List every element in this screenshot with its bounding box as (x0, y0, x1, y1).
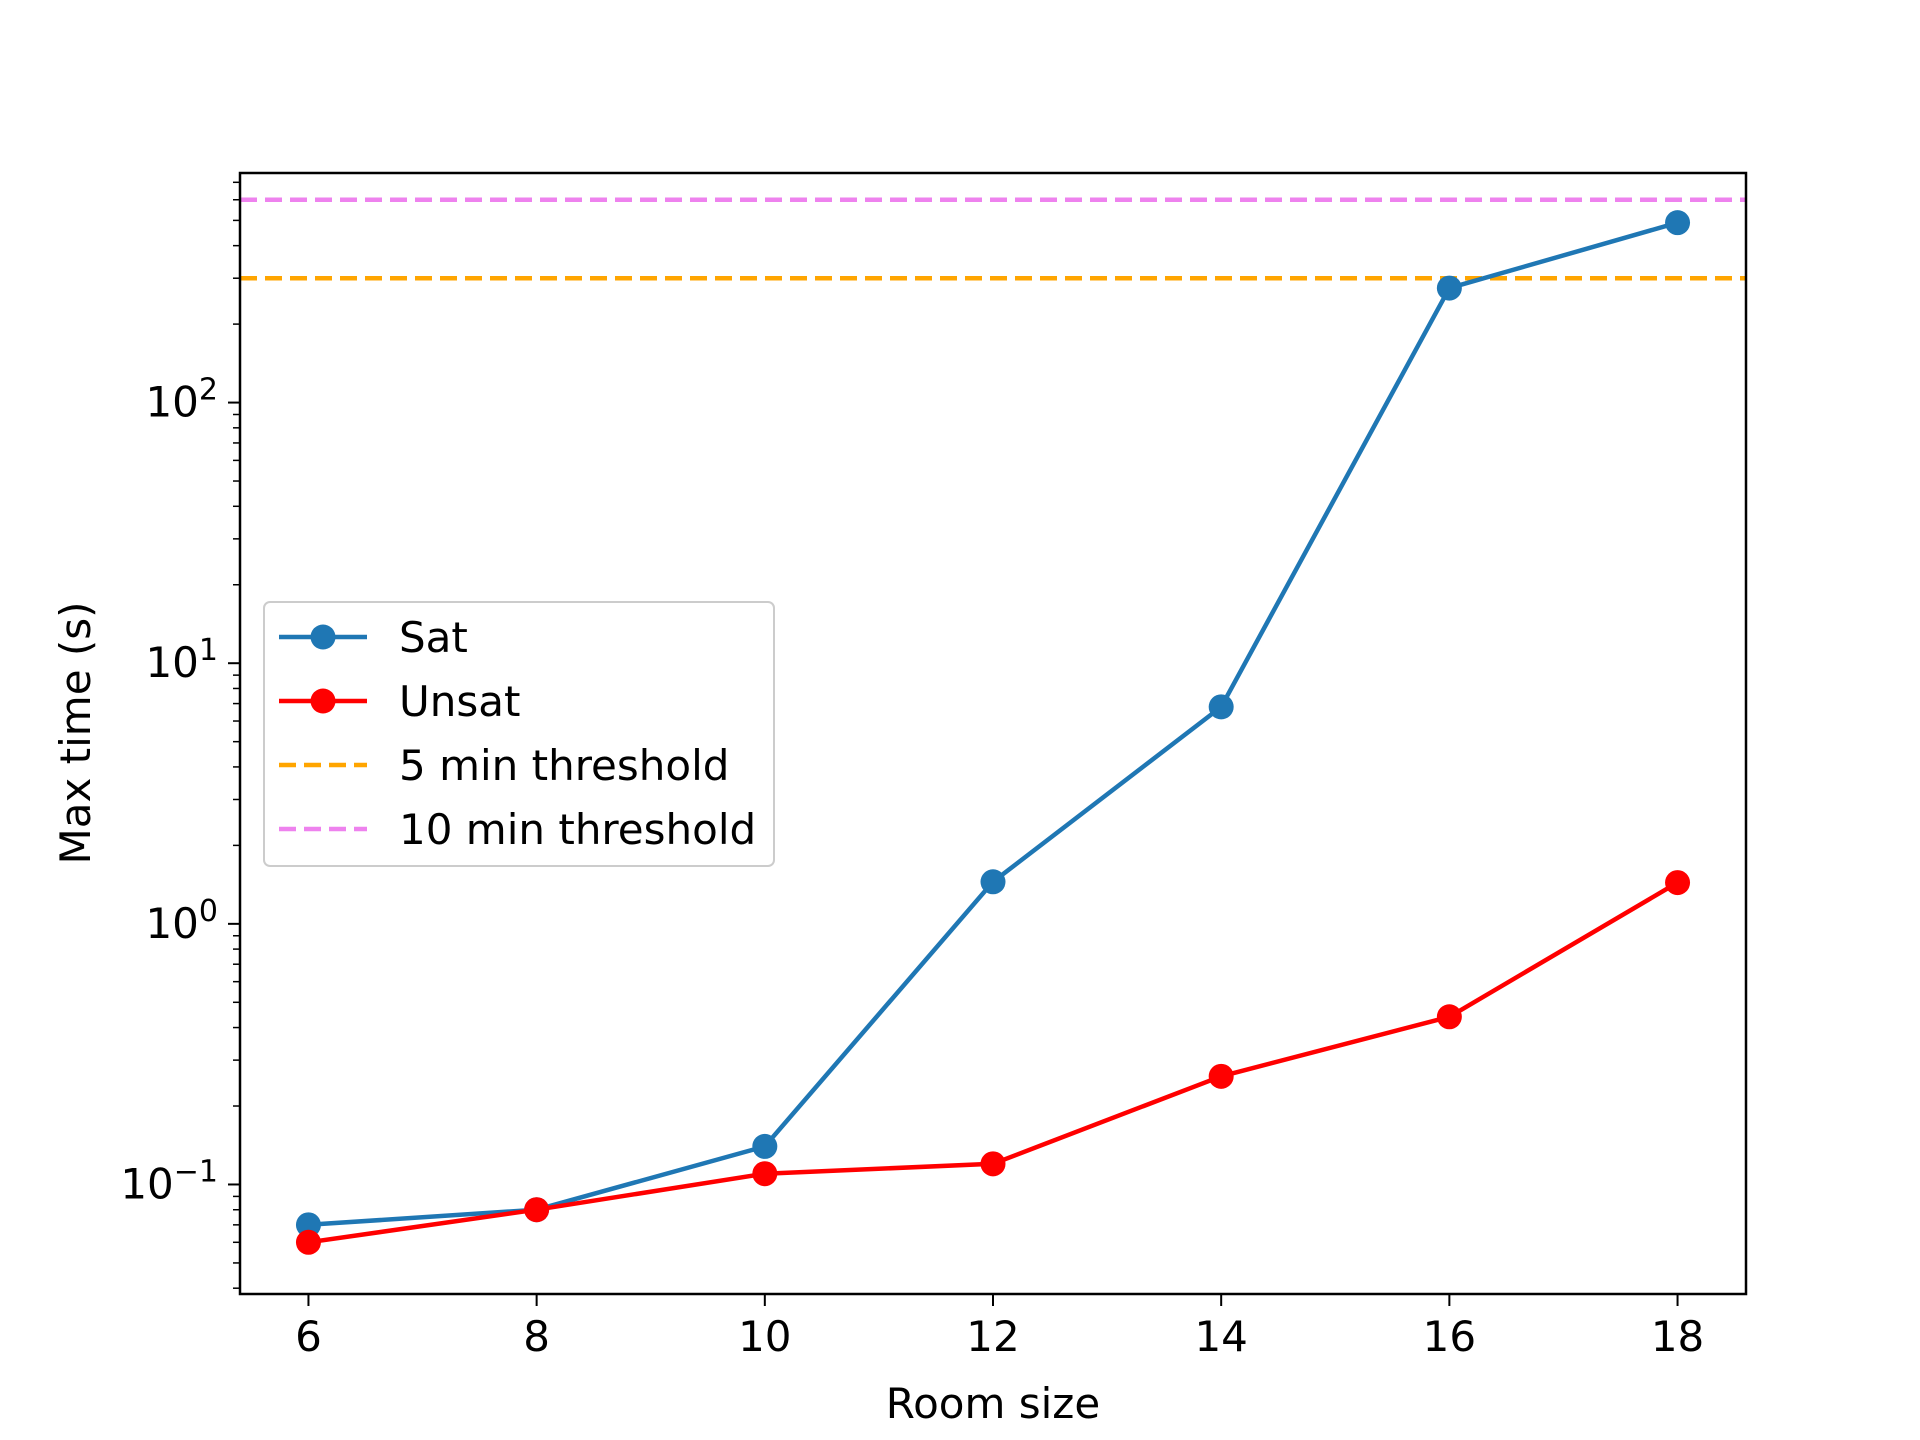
legend-box (263, 601, 775, 867)
legend: Sat Unsat 5 min threshold 10 min threshold (263, 601, 775, 867)
legend-label-10-min-threshold: 10 min threshold (399, 805, 756, 854)
plot-area (240, 197, 1746, 1255)
point-unsat-16 (1436, 1004, 1462, 1030)
legend-label-unsat: Unsat (399, 677, 520, 726)
x-tick-label-16: 16 (1423, 1312, 1476, 1361)
y-tick-label-3: 101 (145, 633, 218, 687)
y-tick-label-4: 102 (145, 373, 218, 427)
legend-marker-unsat (310, 688, 336, 714)
point-unsat-12 (980, 1151, 1006, 1177)
point-sat-16 (1436, 275, 1462, 301)
legend-label-sat: Sat (399, 613, 468, 662)
x-tick-label-14: 14 (1194, 1312, 1247, 1361)
plot-frame (238, 171, 1748, 1296)
y-tick-label-1: 10−1 (120, 1154, 218, 1208)
x-tick-label-18: 18 (1651, 1312, 1704, 1361)
point-sat-12 (980, 869, 1006, 895)
legend-marker-sat (310, 624, 336, 650)
point-unsat-10 (752, 1161, 778, 1187)
legend-label-5-min-threshold: 5 min threshold (399, 741, 729, 790)
x-axis-label: Room size (886, 1379, 1100, 1428)
axis-ticks: 6 8 10 12 14 16 18 10−1 100 101 102 (120, 181, 1704, 1361)
y-axis-label: Max time (s) (51, 601, 100, 864)
point-sat-18 (1665, 210, 1691, 236)
point-sat-10 (752, 1133, 778, 1159)
x-tick-label-6: 6 (295, 1312, 322, 1361)
point-unsat-8 (524, 1197, 550, 1223)
x-tick-label-12: 12 (966, 1312, 1019, 1361)
point-sat-6 (295, 1212, 321, 1238)
point-unsat-18 (1665, 870, 1691, 896)
y-tick-label-2: 100 (145, 894, 218, 948)
point-sat-14 (1208, 694, 1234, 720)
point-unsat-14 (1208, 1063, 1234, 1089)
x-tick-label-10: 10 (738, 1312, 791, 1361)
x-tick-label-8: 8 (523, 1312, 550, 1361)
point-unsat-6 (295, 1229, 321, 1255)
